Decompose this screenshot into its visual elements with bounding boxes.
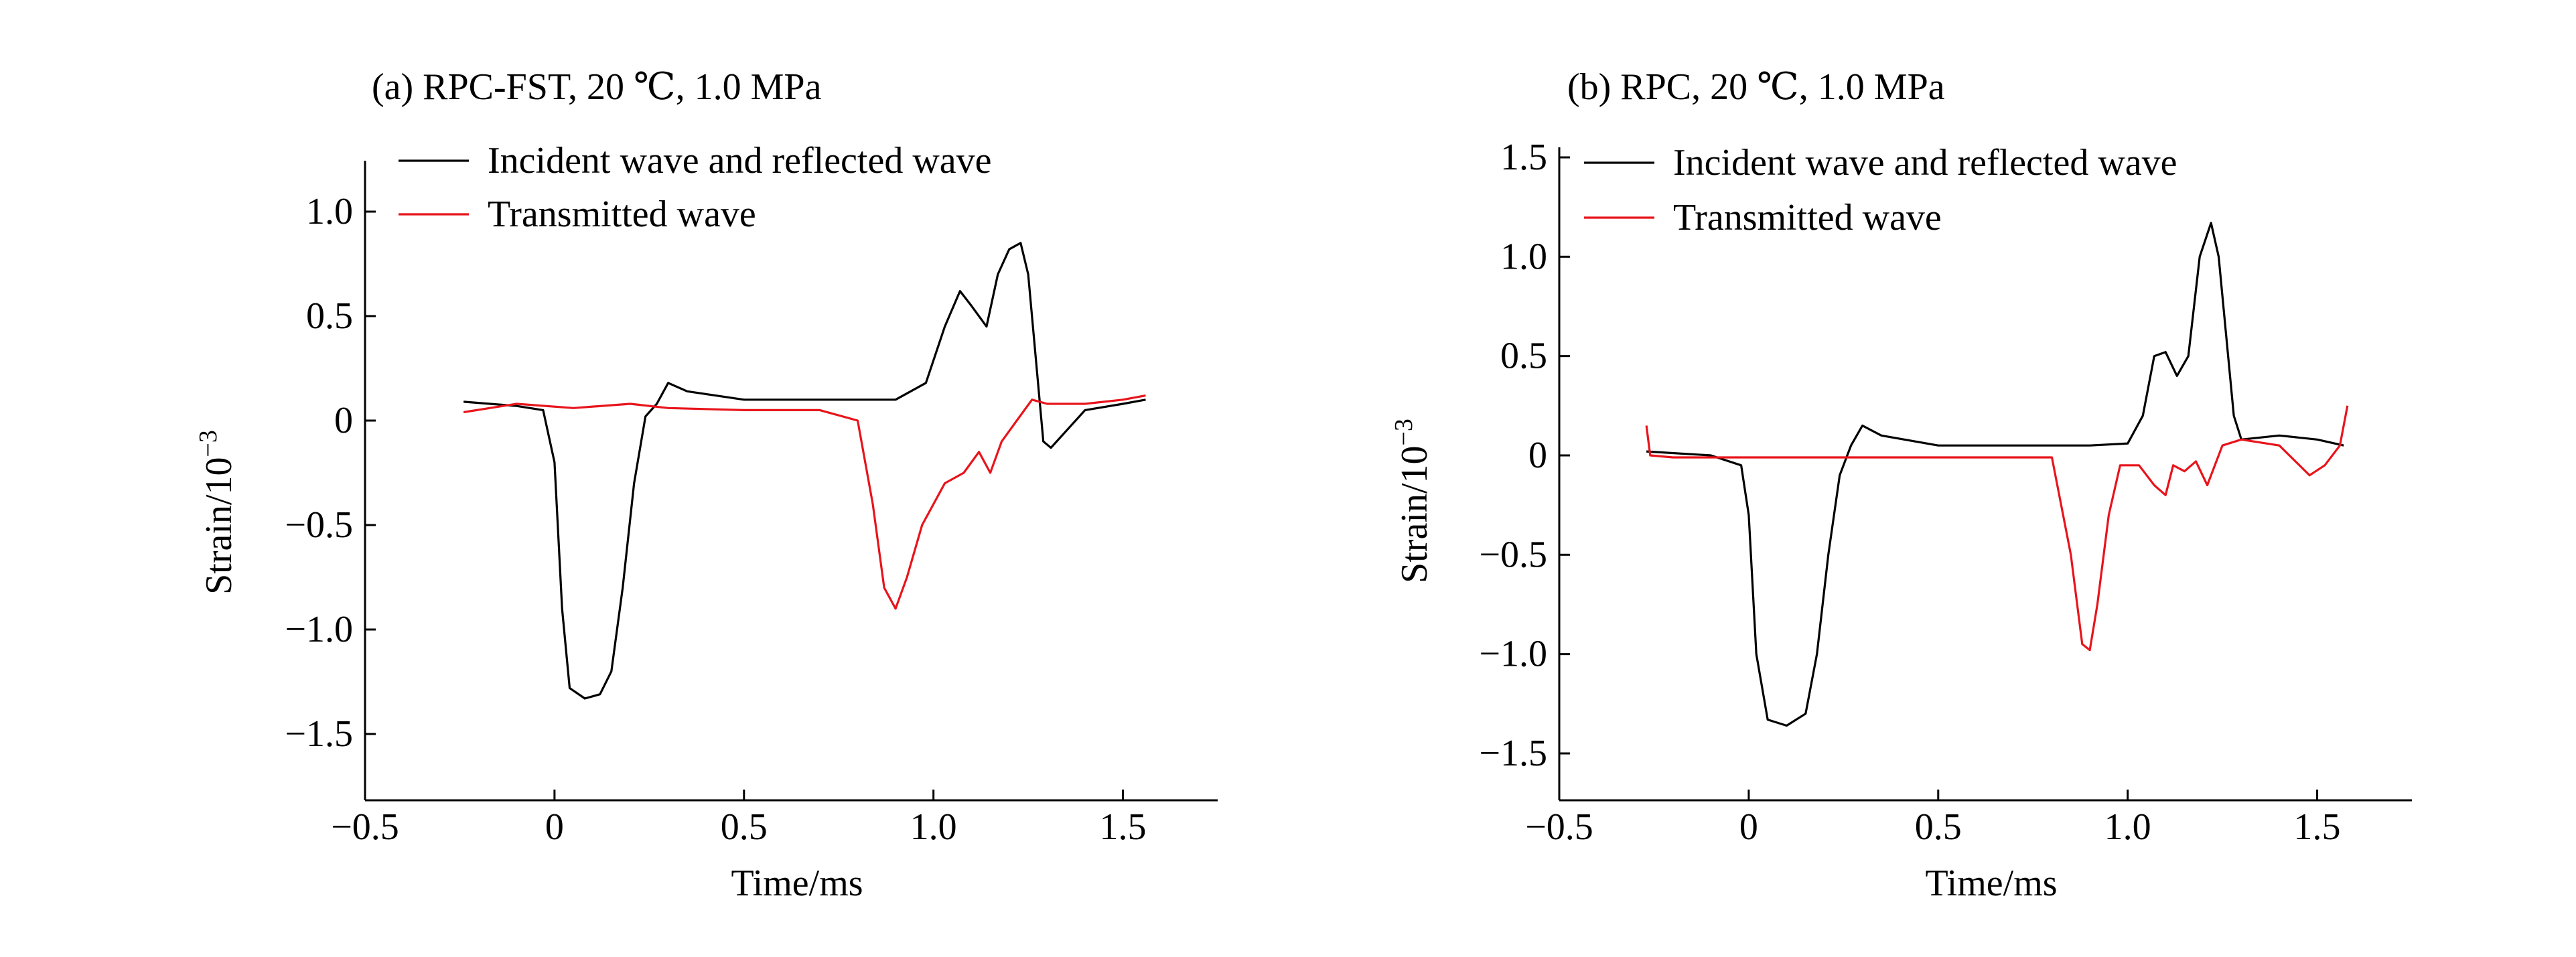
y-tick-label: −0.5 <box>285 504 353 546</box>
x-tick-label: 1.0 <box>2104 806 2151 848</box>
chart-b-x-axis-label: Time/ms <box>1925 863 2057 904</box>
y-tick-label: 0 <box>1528 435 1547 476</box>
chart-b-ticks: −0.5 0 0.5 1.0 1.5 1.5 1.0 0.5 0 −0.5 −1.0 −1.5 <box>1479 137 2340 848</box>
chart-panel-a: (a) RPC-FST, 20 ℃, 1.0 MPa Strain/10−3 T… <box>194 66 1218 904</box>
x-tick-label: 0.5 <box>721 806 768 848</box>
chart-b-y-axis-label: Strain/10−3 <box>1390 419 1435 583</box>
y-tick-label: 0 <box>334 400 353 441</box>
chart-a-legend-label-incident: Incident wave and reflected wave <box>488 140 991 181</box>
y-tick-label: −1.5 <box>1479 733 1547 774</box>
y-tick-label: −1.5 <box>285 713 353 755</box>
chart-b-title: (b) RPC, 20 ℃, 1.0 MPa <box>1567 66 1945 108</box>
chart-a-y-axis-label: Strain/10−3 <box>194 430 240 595</box>
y-tick-label: −1.0 <box>1479 634 1547 675</box>
incident-reflected-wave-line <box>463 242 1146 700</box>
chart-b-legend: Incident wave and reflected wave Transmi… <box>1584 142 2177 238</box>
chart-a-x-axis-label: Time/ms <box>731 863 863 904</box>
chart-b-y-axis-label-main: Strain/10 <box>1394 446 1435 583</box>
chart-a-title: (a) RPC-FST, 20 ℃, 1.0 MPa <box>372 66 822 108</box>
x-tick-label: −0.5 <box>1525 806 1593 848</box>
chart-a-legend: Incident wave and reflected wave Transmi… <box>399 140 991 235</box>
x-tick-label: −0.5 <box>331 806 399 848</box>
svg-text:Strain/10−3: Strain/10−3 <box>194 430 240 595</box>
transmitted-wave-line <box>463 394 1146 610</box>
chart-a-legend-label-transmitted: Transmitted wave <box>488 194 756 235</box>
x-tick-label: 0.5 <box>1915 806 1962 848</box>
chart-a-y-axis-label-main: Strain/10 <box>198 457 240 595</box>
chart-a-y-axis-label-exp: −3 <box>194 430 222 457</box>
x-tick-label: 1.5 <box>1100 806 1147 848</box>
chart-a-ticks: −0.5 0 0.5 1.0 1.5 1.0 0.5 0 −0.5 −1.0 −1.5 <box>285 191 1146 848</box>
chart-a-series <box>463 242 1146 700</box>
incident-reflected-wave-line <box>1646 222 2344 727</box>
x-tick-label: 0 <box>545 806 564 848</box>
y-tick-label: 1.5 <box>1500 137 1547 178</box>
y-tick-label: −0.5 <box>1479 534 1547 575</box>
y-tick-label: −1.0 <box>285 609 353 650</box>
chart-b-series <box>1645 222 2349 727</box>
x-tick-label: 0 <box>1739 806 1758 848</box>
chart-b-legend-label-incident: Incident wave and reflected wave <box>1673 142 2177 183</box>
y-tick-label: 0.5 <box>306 295 353 337</box>
x-tick-label: 1.5 <box>2294 806 2341 848</box>
y-tick-label: 1.0 <box>1500 236 1547 277</box>
chart-b-y-axis-label-exp: −3 <box>1390 419 1418 445</box>
chart-panel-b: (b) RPC, 20 ℃, 1.0 MPa Strain/10−3 Time/… <box>1390 66 2412 904</box>
chart-b-legend-label-transmitted: Transmitted wave <box>1673 197 1942 238</box>
y-tick-label: 0.5 <box>1500 336 1547 377</box>
x-tick-label: 1.0 <box>910 806 957 848</box>
y-tick-label: 1.0 <box>306 191 353 232</box>
transmitted-wave-line <box>1645 405 2349 652</box>
svg-text:Strain/10−3: Strain/10−3 <box>1390 419 1435 583</box>
